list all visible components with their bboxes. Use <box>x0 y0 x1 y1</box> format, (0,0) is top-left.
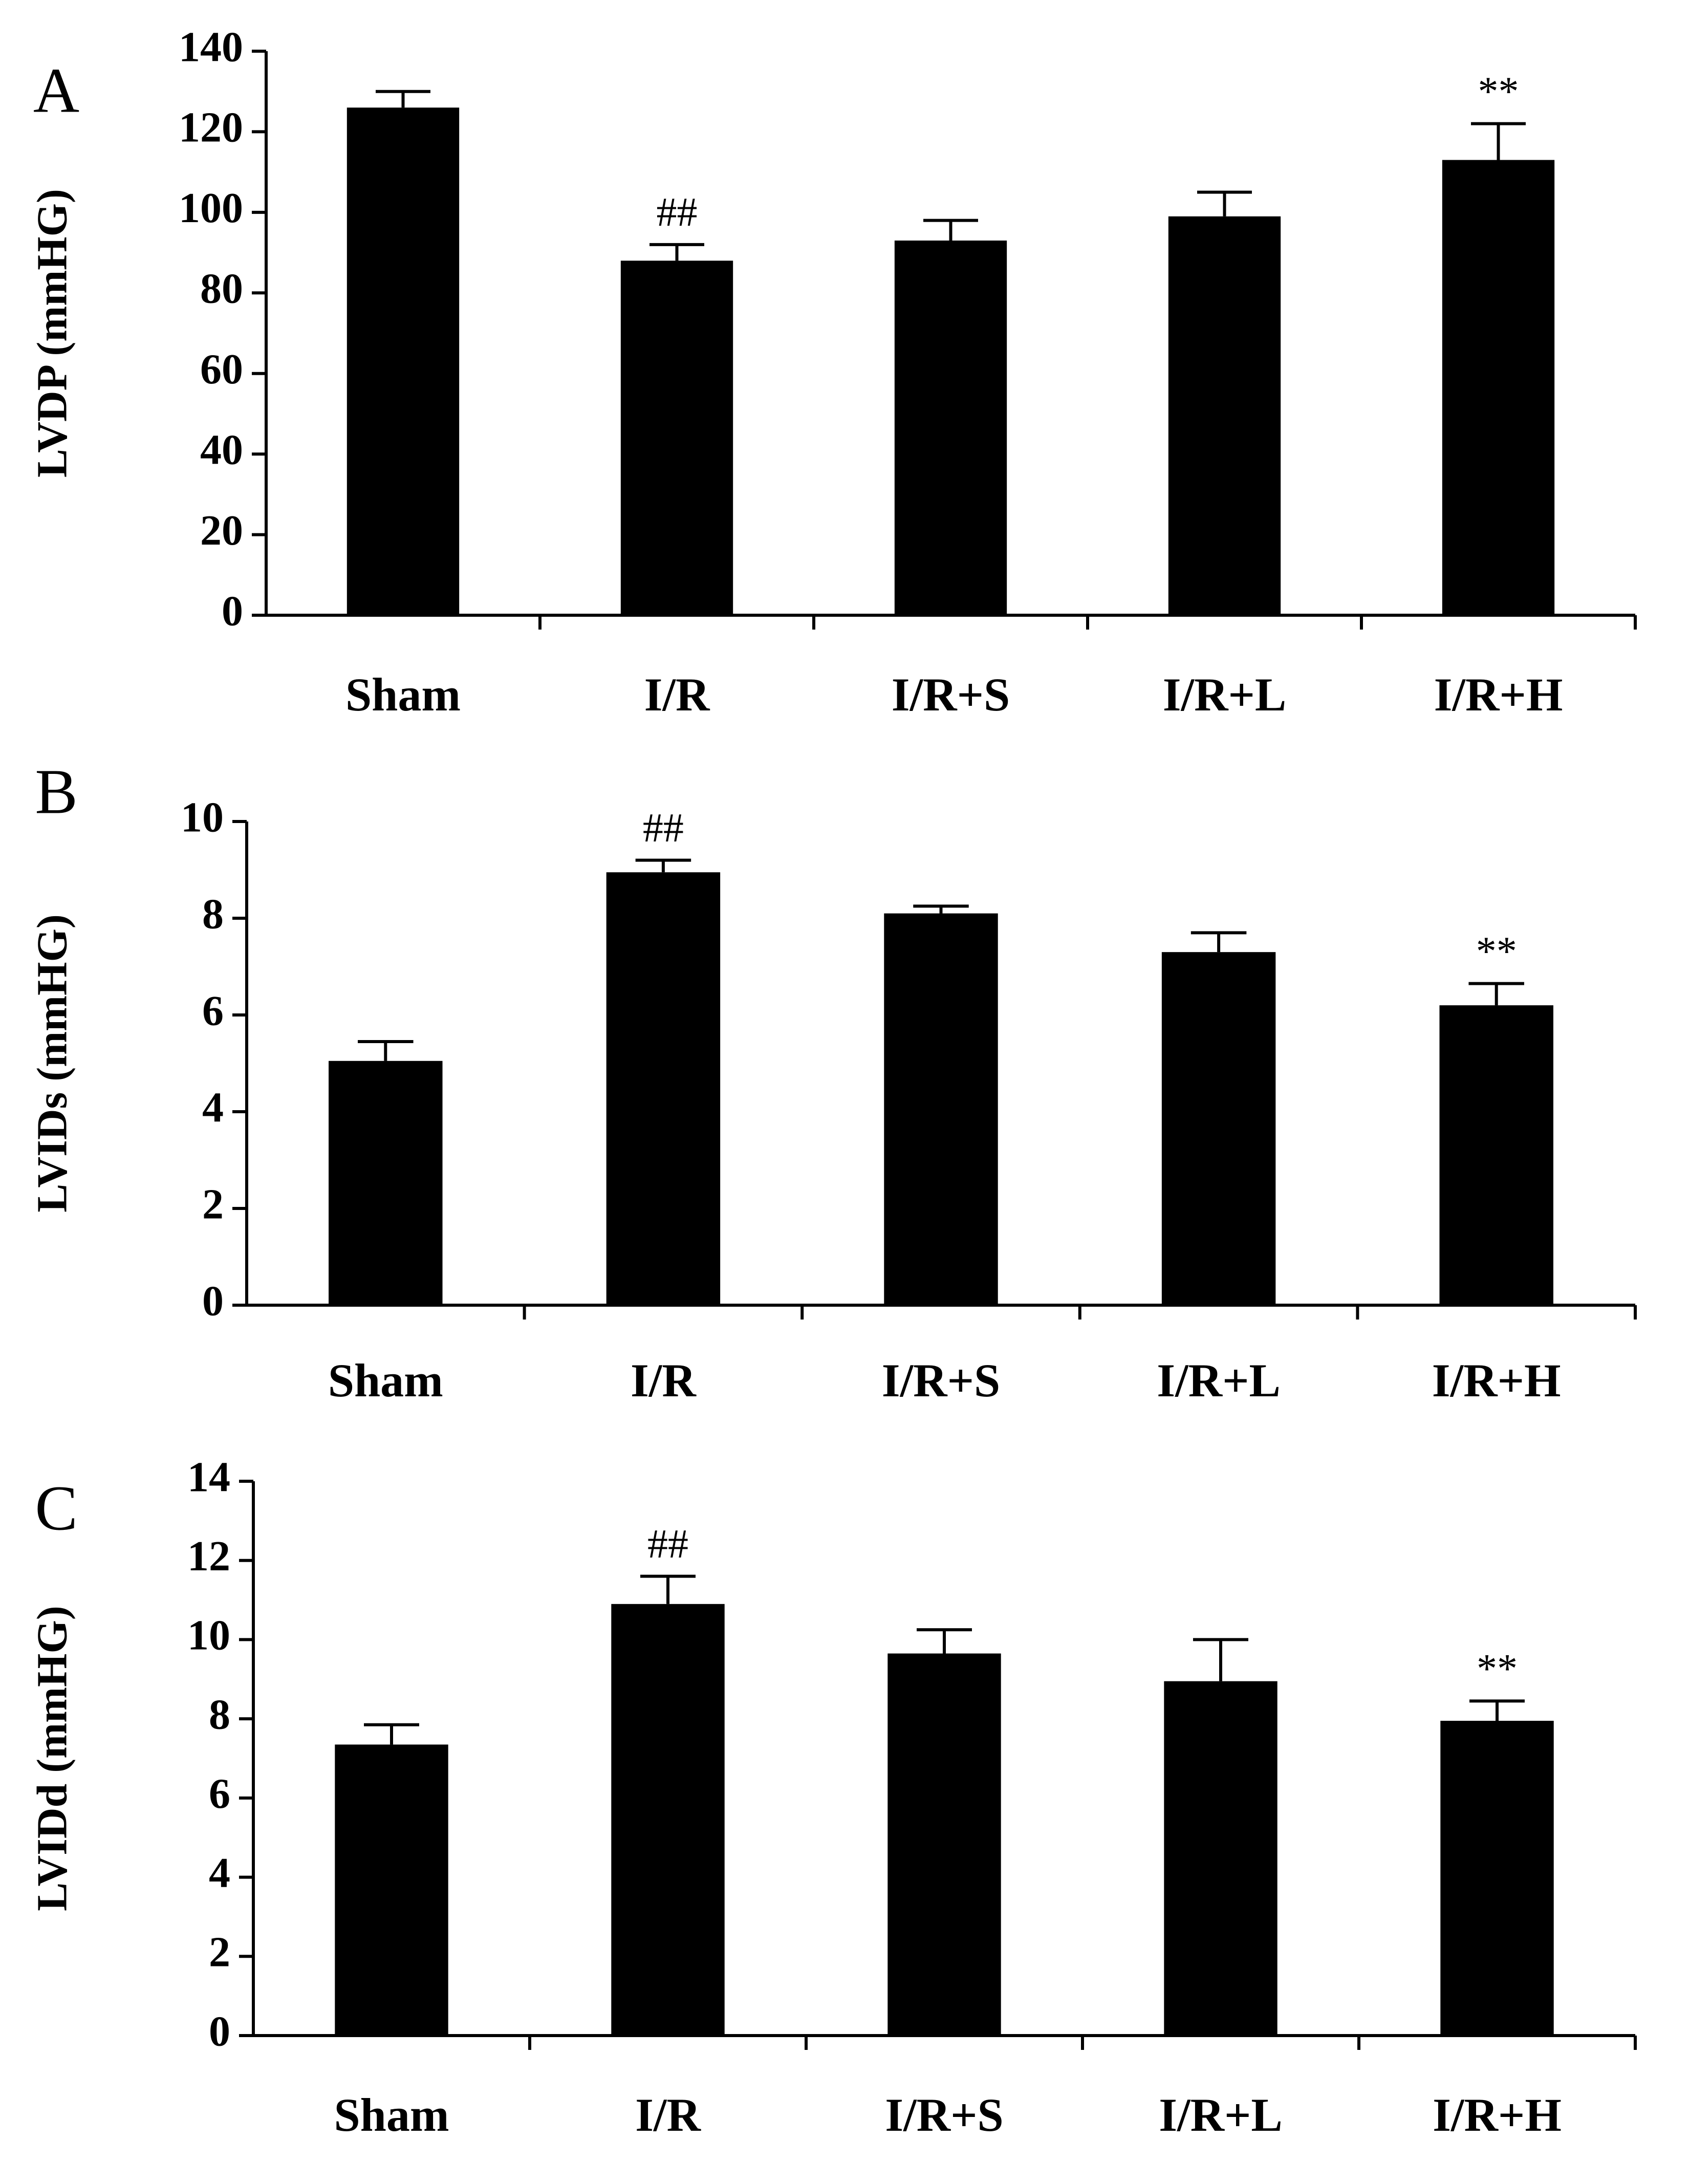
annotation: ** <box>1477 1647 1518 1692</box>
panel-label: B <box>35 757 77 828</box>
bar <box>1168 216 1281 615</box>
bar <box>1440 1721 1554 2036</box>
annotation: ** <box>1478 69 1519 114</box>
y-tick-label: 8 <box>209 1691 230 1738</box>
y-tick-label: 14 <box>187 1453 230 1501</box>
y-tick-label: 6 <box>209 1770 230 1818</box>
annotation: ** <box>1476 929 1517 974</box>
x-tick-label: I/R <box>631 1354 697 1407</box>
y-tick-label: 2 <box>202 1180 224 1228</box>
bar <box>347 107 460 615</box>
y-tick-label: 0 <box>209 2007 230 2055</box>
panel-label: A <box>33 56 79 126</box>
annotation: ## <box>647 1522 688 1567</box>
x-tick-label: I/R+S <box>885 2089 1003 2141</box>
y-tick-label: 4 <box>202 1084 224 1131</box>
bar <box>1442 160 1555 615</box>
y-tick-label: 100 <box>179 184 243 232</box>
bar <box>606 872 721 1305</box>
y-tick-label: 6 <box>202 987 224 1034</box>
bar <box>894 240 1007 615</box>
y-tick-label: 12 <box>187 1532 230 1580</box>
y-tick-label: 20 <box>200 507 243 554</box>
x-tick-label: I/R+L <box>1157 1354 1281 1407</box>
bar <box>1161 952 1276 1305</box>
y-tick-label: 2 <box>209 1929 230 1976</box>
bar <box>1164 1681 1277 2036</box>
x-tick-label: I/R+S <box>892 668 1010 721</box>
bar <box>329 1061 443 1305</box>
y-axis-label: LVDP (mmHG) <box>28 189 76 478</box>
annotation: ## <box>657 190 698 235</box>
y-tick-label: 10 <box>187 1612 230 1659</box>
x-tick-label: I/R+L <box>1159 2089 1283 2141</box>
y-tick-label: 4 <box>209 1849 230 1897</box>
bar <box>620 261 733 615</box>
x-tick-label: Sham <box>334 2089 449 2141</box>
bar <box>335 1744 448 2036</box>
x-tick-label: I/R <box>635 2089 701 2141</box>
y-tick-label: 80 <box>200 265 243 313</box>
y-tick-label: 0 <box>202 1277 224 1325</box>
x-tick-label: I/R+L <box>1163 668 1287 721</box>
panel-label: C <box>35 1474 77 1544</box>
bar <box>1439 1005 1553 1305</box>
y-tick-label: 10 <box>181 793 224 841</box>
x-tick-label: Sham <box>328 1354 443 1407</box>
y-tick-label: 120 <box>179 104 243 152</box>
x-tick-label: I/R+H <box>1434 668 1563 721</box>
y-tick-label: 8 <box>202 890 224 938</box>
y-tick-label: 0 <box>222 587 243 635</box>
x-tick-label: I/R <box>644 668 710 721</box>
y-axis-label: LVIDs (mmHG) <box>28 914 76 1213</box>
y-tick-label: 60 <box>200 345 243 393</box>
y-tick-label: 140 <box>179 23 243 71</box>
x-tick-label: I/R+S <box>882 1354 1000 1407</box>
annotation: ## <box>643 806 684 851</box>
bar <box>611 1604 725 2036</box>
x-tick-label: Sham <box>345 668 461 721</box>
x-tick-label: I/R+H <box>1433 2089 1562 2141</box>
bar <box>884 913 998 1305</box>
y-axis-label: LVIDd (mmHG) <box>28 1606 76 1911</box>
bar <box>887 1653 1001 2036</box>
y-tick-label: 40 <box>200 426 243 473</box>
x-tick-label: I/R+H <box>1432 1354 1561 1407</box>
